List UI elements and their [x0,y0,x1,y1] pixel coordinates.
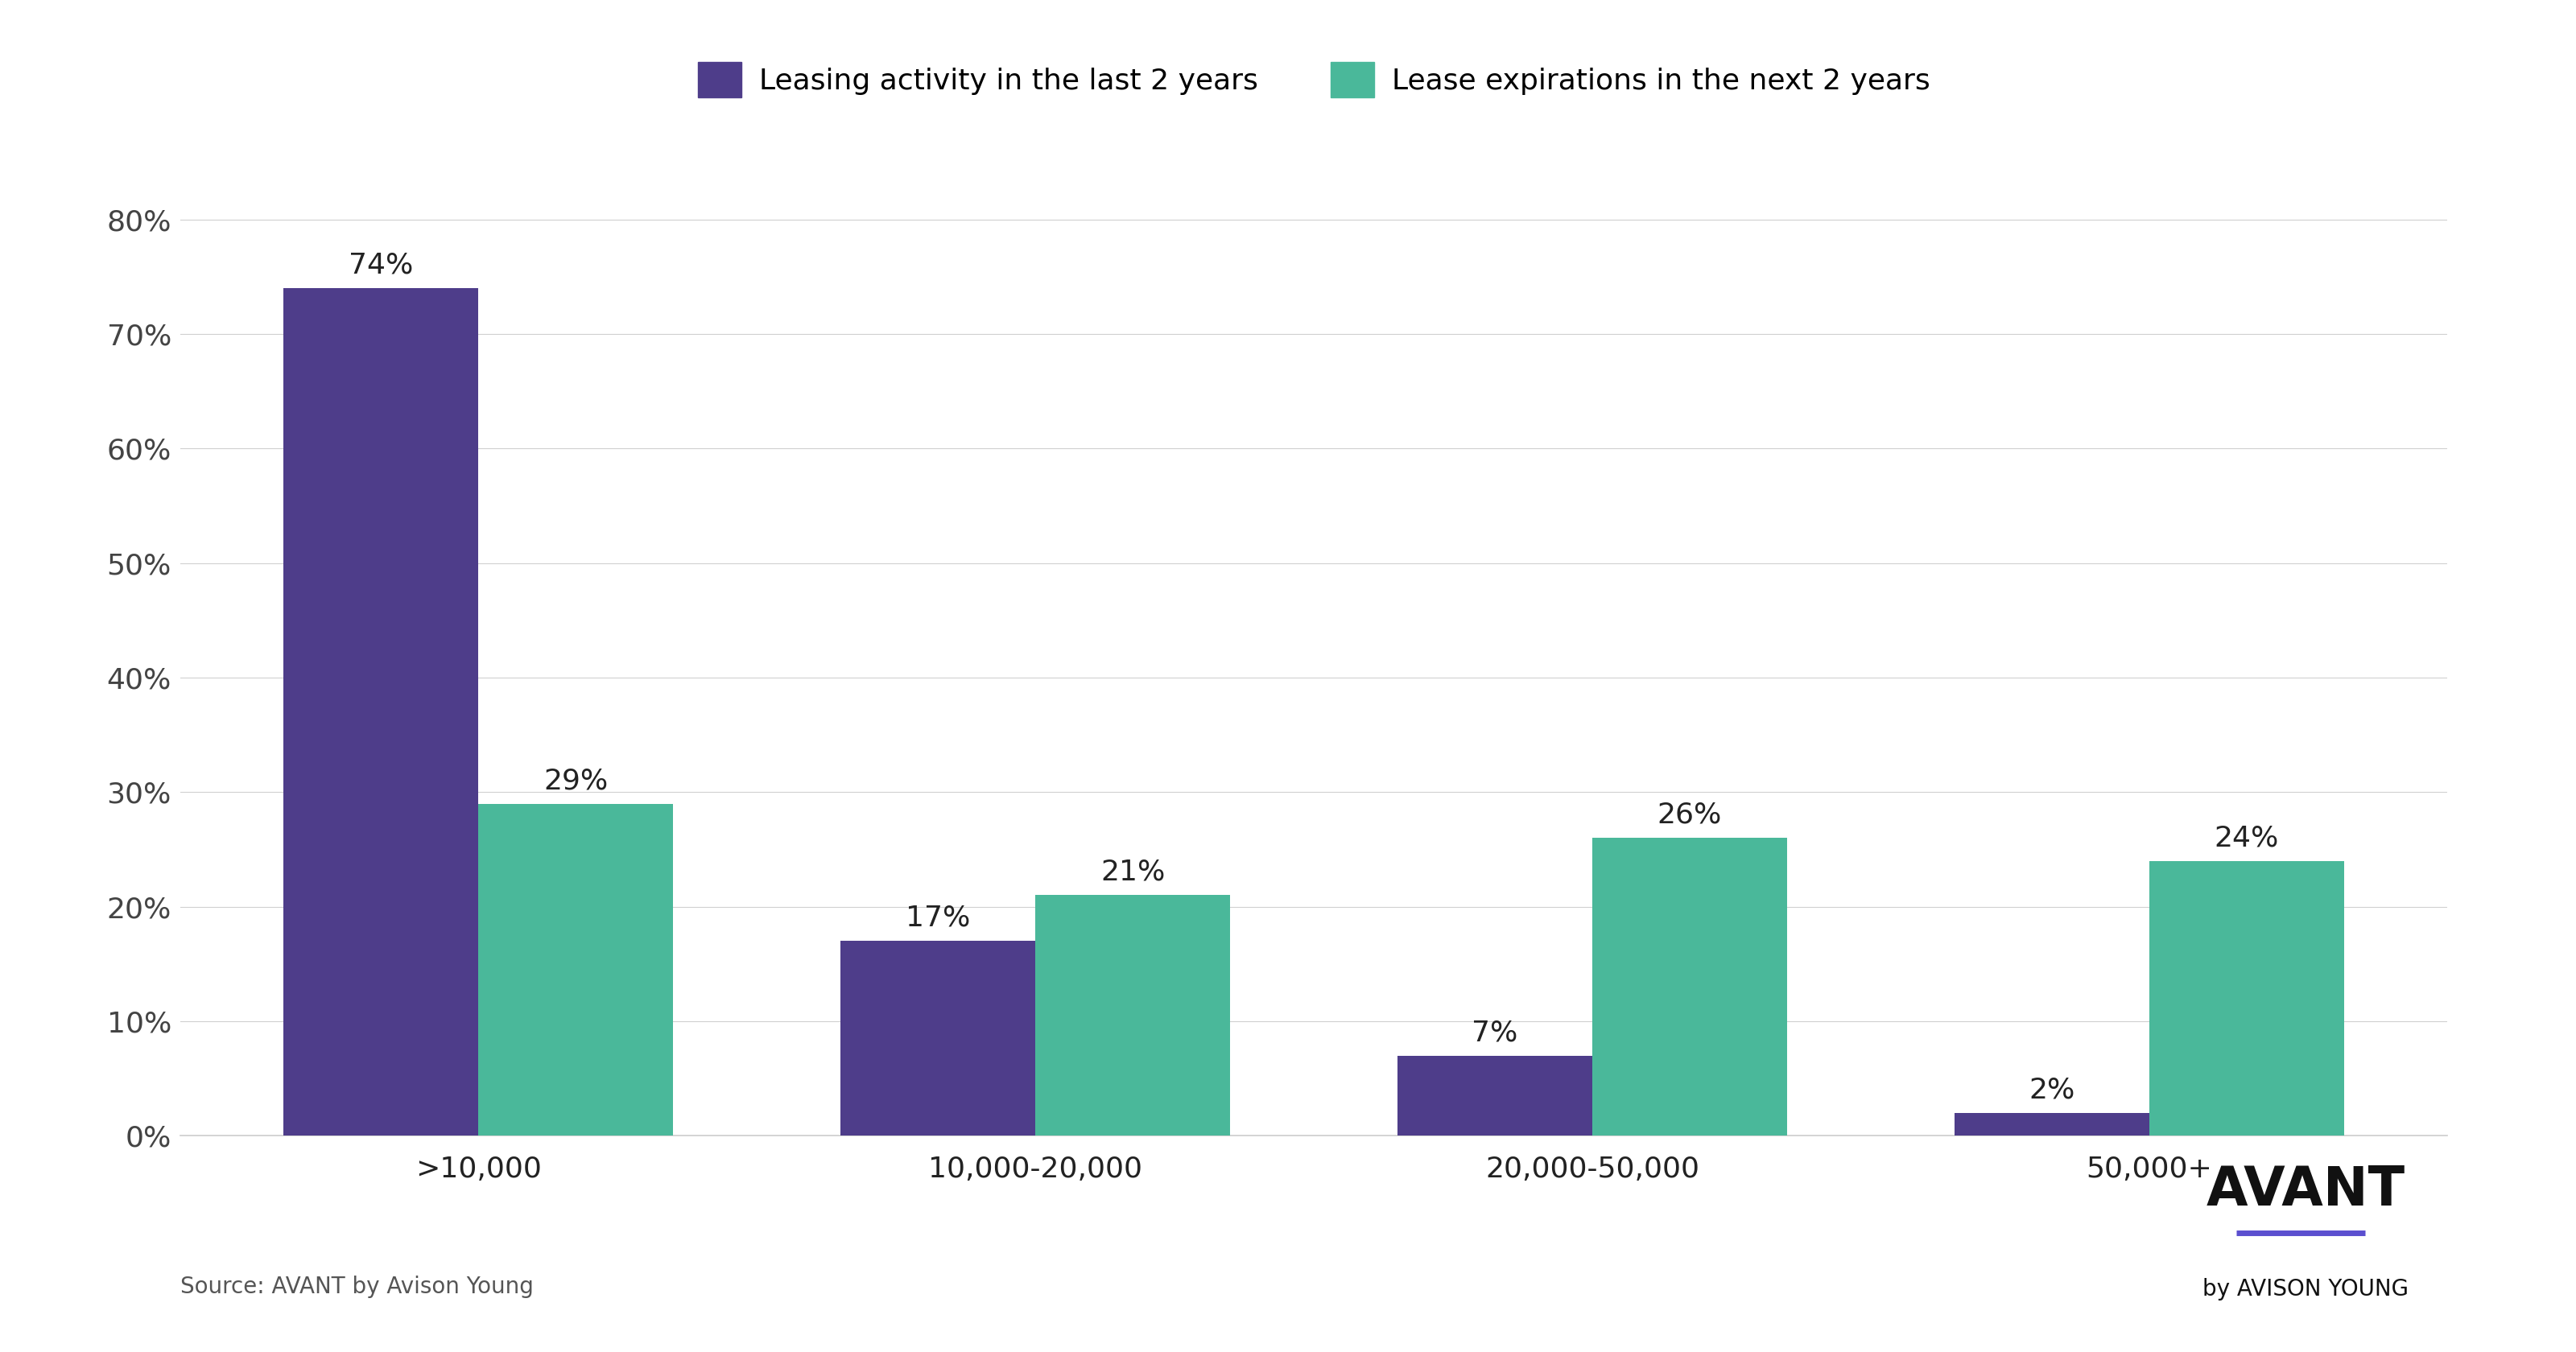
Bar [1592,838,1788,1136]
Text: 24%: 24% [2215,825,2280,852]
Text: 7%: 7% [1471,1019,1517,1046]
Bar [283,288,479,1136]
Text: 17%: 17% [904,904,971,932]
Text: 29%: 29% [544,767,608,795]
Text: Source: AVANT by Avison Young: Source: AVANT by Avison Young [180,1275,533,1298]
Legend: Leasing activity in the last 2 years, Lease expirations in the next 2 years: Leasing activity in the last 2 years, Le… [685,50,1942,110]
Text: AVANT: AVANT [2205,1164,2406,1217]
Bar [2148,861,2344,1136]
Bar [1955,1113,2148,1136]
Bar [1396,1056,1592,1136]
Text: 2%: 2% [2030,1076,2074,1103]
Text: 26%: 26% [1656,802,1723,829]
Text: 74%: 74% [348,251,412,279]
Text: by AVISON YOUNG: by AVISON YOUNG [2202,1278,2409,1301]
Bar [479,803,672,1136]
Text: 21%: 21% [1100,859,1164,886]
Bar [1036,895,1231,1136]
Bar [840,941,1036,1136]
